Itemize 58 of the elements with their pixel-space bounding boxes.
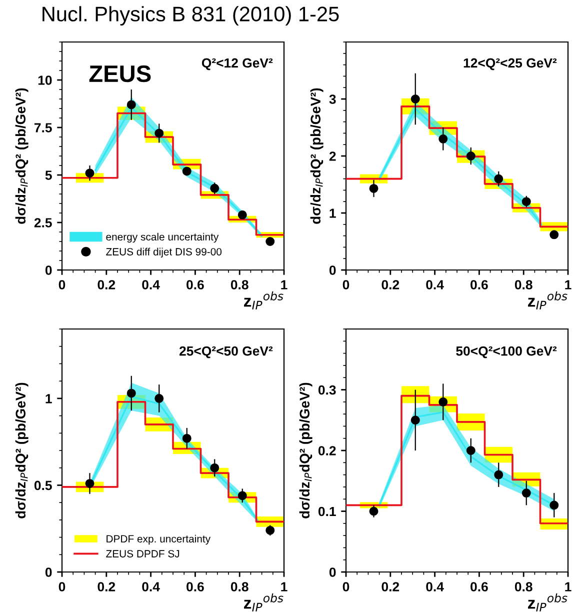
y-tick-label: 0.1 xyxy=(318,506,336,516)
x-tick-label: 0.6 xyxy=(186,582,204,592)
x-tick-label: 0.8 xyxy=(514,280,532,290)
x-axis-title: z$_{IP}$$^{obs}$ xyxy=(528,593,568,612)
y-axis-title: dσ/dz$_{IP}$dQ² (pb/GeV²) xyxy=(299,382,312,518)
x-tick-label: 0.2 xyxy=(98,582,116,592)
y-tick-label: 7.5 xyxy=(34,123,52,132)
y-tick-label: 0.5 xyxy=(34,480,52,490)
x-tick-label: 0.2 xyxy=(382,582,400,592)
x-tick-label: 0 xyxy=(58,582,66,592)
x-tick-label: 0.2 xyxy=(382,280,400,290)
y-tick-label: 2.5 xyxy=(34,218,52,228)
x-tick-label: 1 xyxy=(565,280,572,290)
x-tick-label: 0.8 xyxy=(230,582,248,592)
x-tick-label: 0.4 xyxy=(426,582,444,592)
x-tick-label: 0.4 xyxy=(142,582,160,592)
y-tick-label: 0.3 xyxy=(318,385,336,395)
text: 50<Q²<100 GeV² xyxy=(456,346,557,358)
y-tick-label: 3 xyxy=(329,94,336,104)
legend-label: ZEUS diff dijet DIS 99-00 xyxy=(106,248,222,258)
y-axis-title: dσ/dz$_{IP}$dQ² (pb/GeV²) xyxy=(310,88,324,224)
y-tick-label: 2 xyxy=(329,152,336,161)
x-axis-title: z$_{IP}$$^{obs}$ xyxy=(244,593,284,612)
y-tick-label: 0.2 xyxy=(318,446,336,456)
text: 12<Q²<25 GeV² xyxy=(464,58,557,70)
y-tick-label: 1 xyxy=(46,394,52,404)
text: Nucl. Physics B 831 (2010) 1-25 xyxy=(42,6,339,26)
x-axis-title: z$_{IP}$$^{obs}$ xyxy=(244,291,284,310)
y-tick-label: 0 xyxy=(45,568,52,577)
x-tick-label: 1 xyxy=(281,582,288,592)
y-tick-label: 1 xyxy=(330,208,336,218)
text: 25<Q²<50 GeV² xyxy=(179,346,273,358)
x-tick-label: 0 xyxy=(342,582,350,592)
y-axis-title: dσ/dz$_{IP}$dQ² (pb/GeV²) xyxy=(15,382,28,518)
y-tick-label: 0 xyxy=(45,266,52,275)
legend-label: ZEUS DPDF SJ xyxy=(106,550,180,558)
x-tick-label: 0 xyxy=(58,280,66,290)
x-tick-label: 0 xyxy=(342,280,350,290)
annotation: ZEUS xyxy=(89,65,151,82)
x-tick-label: 1 xyxy=(281,280,288,290)
x-tick-label: 0.8 xyxy=(514,582,532,592)
x-tick-label: 0.6 xyxy=(470,582,488,592)
x-axis-title: z$_{IP}$$^{obs}$ xyxy=(528,291,568,310)
y-axis-title: dσ/dz$_{IP}$dQ² (pb/GeV²) xyxy=(15,88,28,224)
y-tick-label: 0 xyxy=(329,568,336,577)
y-tick-label: 0 xyxy=(329,266,336,275)
text: Q²<12 GeV² xyxy=(202,58,273,70)
y-tick-label: 5 xyxy=(45,170,52,180)
y-tick-label: 10 xyxy=(38,76,52,85)
legend-label: energy scale uncertainty xyxy=(106,232,219,243)
x-tick-label: 1 xyxy=(565,582,572,592)
x-tick-label: 0.4 xyxy=(426,280,444,290)
legend-label: DPDF exp. uncertainty xyxy=(106,534,211,545)
x-tick-label: 0.4 xyxy=(142,280,160,290)
x-tick-label: 0.6 xyxy=(186,280,204,290)
x-tick-label: 0.8 xyxy=(230,280,248,290)
x-tick-label: 0.6 xyxy=(470,280,488,290)
x-tick-label: 0.2 xyxy=(98,280,116,290)
